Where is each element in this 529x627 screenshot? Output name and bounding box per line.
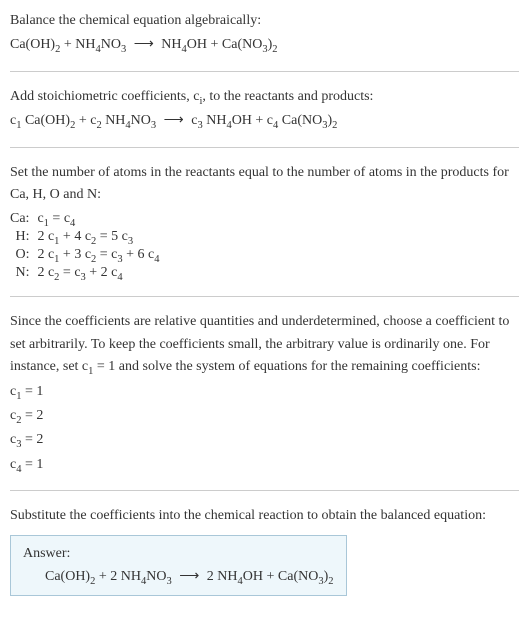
atom-label: N: (10, 264, 37, 282)
intro-title: Balance the chemical equation algebraica… (10, 10, 519, 32)
atom-label: O: (10, 246, 37, 264)
atom-equation: 2 c1 + 4 c2 = 5 c3 (37, 228, 165, 246)
table-row: O: 2 c1 + 3 c2 = c3 + 6 c4 (10, 246, 166, 264)
step2-title: Add stoichiometric coefficients, ci, to … (10, 86, 519, 108)
atom-equation: 2 c2 = c3 + 2 c4 (37, 264, 165, 282)
atom-label: H: (10, 228, 37, 246)
solution-line: c2 = 2 (10, 405, 519, 427)
atom-equation: 2 c1 + 3 c2 = c3 + 6 c4 (37, 246, 165, 264)
table-row: Ca: c1 = c4 (10, 210, 166, 228)
atom-label: Ca: (10, 210, 37, 228)
divider (10, 147, 519, 148)
step3-title: Set the number of atoms in the reactants… (10, 162, 519, 207)
coeff-equation: c1 Ca(OH)2 + c2 NH4NO3 ⟶ c3 NH4OH + c4 C… (10, 110, 519, 132)
answer-equation: Ca(OH)2 + 2 NH4NO3 ⟶ 2 NH4OH + Ca(NO3)2 (23, 568, 334, 585)
solution-line: c1 = 1 (10, 381, 519, 403)
table-row: N: 2 c2 = c3 + 2 c4 (10, 264, 166, 282)
table-row: H: 2 c1 + 4 c2 = 5 c3 (10, 228, 166, 246)
step4-text: Since the coefficients are relative quan… (10, 311, 519, 378)
answer-box: Answer: Ca(OH)2 + 2 NH4NO3 ⟶ 2 NH4OH + C… (10, 535, 347, 596)
divider (10, 71, 519, 72)
atom-system: Ca: c1 = c4 H: 2 c1 + 4 c2 = 5 c3 O: 2 c… (10, 210, 166, 282)
atom-equation: c1 = c4 (37, 210, 165, 228)
solution-line: c4 = 1 (10, 454, 519, 476)
divider (10, 490, 519, 491)
step5-title: Substitute the coefficients into the che… (10, 505, 519, 527)
divider (10, 296, 519, 297)
unbalanced-equation: Ca(OH)2 + NH4NO3 ⟶ NH4OH + Ca(NO3)2 (10, 34, 519, 56)
answer-label: Answer: (23, 546, 334, 562)
solution-line: c3 = 2 (10, 429, 519, 451)
